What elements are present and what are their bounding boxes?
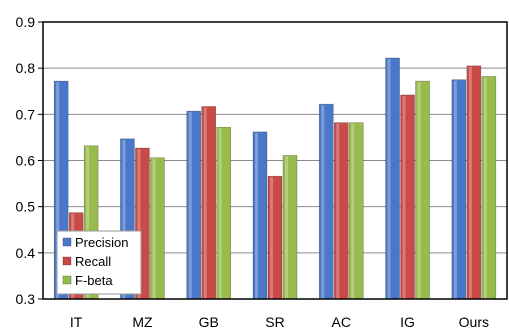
x-tick-label: Ours	[459, 314, 489, 330]
bar-highlight	[351, 123, 355, 299]
bar-highlight	[137, 149, 141, 299]
legend-label: Precision	[75, 235, 128, 250]
bar-highlight	[321, 105, 325, 299]
x-tick-label: AC	[332, 314, 351, 330]
y-tick-label: 0.9	[16, 14, 36, 30]
x-tick-label: GB	[199, 314, 219, 330]
x-tick-label: IG	[400, 314, 415, 330]
legend-label: F-beta	[75, 273, 113, 288]
bar-highlight	[285, 156, 288, 299]
legend-swatch	[62, 275, 72, 285]
bar-highlight	[86, 146, 90, 299]
bar-highlight	[336, 123, 340, 299]
bar-highlight	[453, 80, 457, 299]
y-axis-ticks: 0.3 0.4 0.5 0.6 0.7 0.8 0.9	[16, 14, 43, 307]
y-tick-label: 0.8	[16, 60, 36, 76]
bar-highlight	[255, 132, 258, 299]
legend-swatch	[62, 237, 72, 247]
legend-swatch	[62, 256, 72, 266]
bar-highlight	[203, 107, 207, 299]
bars	[53, 57, 497, 300]
y-tick-label: 0.6	[16, 153, 36, 169]
x-tick-label: IT	[70, 314, 83, 330]
plot-frame	[42, 21, 508, 300]
bar-highlight	[218, 128, 222, 299]
bar-highlight	[152, 158, 156, 299]
x-tick-label: MZ	[132, 314, 153, 330]
y-tick-label: 0.5	[16, 199, 36, 215]
bar-highlight	[56, 82, 60, 300]
x-axis-ticks: IT MZ GB SR AC IG Ours	[70, 314, 489, 330]
bar-highlight	[387, 59, 391, 300]
bar-highlight	[188, 112, 192, 299]
y-tick-label: 0.7	[16, 106, 36, 122]
grid-lines	[43, 67, 507, 254]
y-tick-label: 0.3	[16, 291, 36, 307]
bar-highlight	[417, 82, 421, 300]
legend-label: Recall	[75, 254, 111, 269]
bar-highlight	[122, 139, 126, 299]
bar-highlight	[270, 177, 273, 299]
y-tick-label: 0.4	[16, 245, 36, 261]
bar-highlight	[483, 77, 487, 299]
x-tick-label: SR	[265, 314, 284, 330]
bar-highlight	[402, 95, 406, 300]
legend: Precision Recall F-beta	[56, 230, 142, 295]
bar-highlight	[468, 66, 472, 299]
